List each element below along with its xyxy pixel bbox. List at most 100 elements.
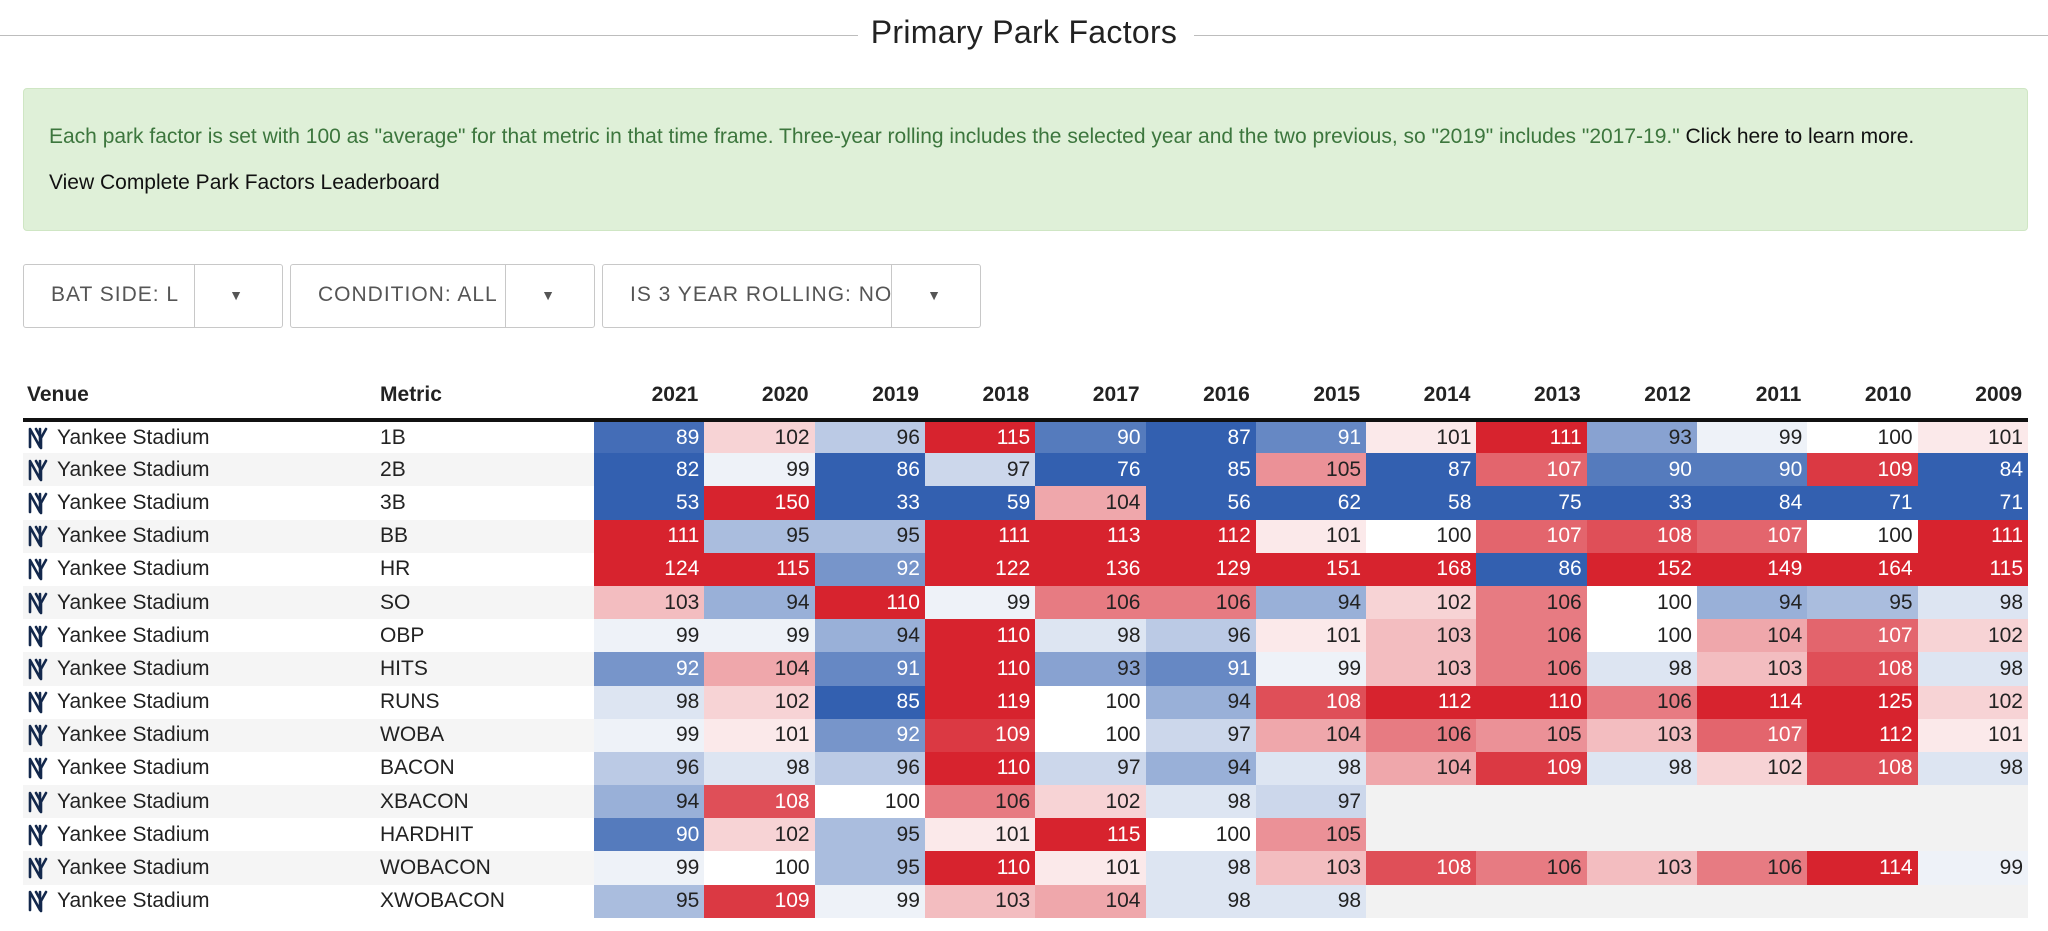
park-factor-cell: 100 — [1035, 718, 1146, 752]
park-factor-cell: 151 — [1255, 552, 1367, 586]
venue-name: Yankee Stadium — [57, 490, 210, 514]
year-column-header[interactable]: 2017 — [1035, 372, 1146, 422]
empty-value-cell — [1586, 785, 1697, 819]
venue-name: Yankee Stadium — [57, 690, 210, 714]
venue-name: Yankee Stadium — [57, 822, 210, 846]
leaderboard-link[interactable]: View Complete Park Factors Leaderboard — [49, 171, 440, 194]
park-factor-cell: 102 — [1696, 751, 1808, 786]
park-factor-cell: 100 — [1366, 519, 1477, 553]
park-factor-cell: 99 — [704, 453, 815, 487]
year-column-header[interactable]: 2011 — [1696, 372, 1808, 422]
park-factor-cell: 119 — [924, 685, 1036, 719]
park-factor-cell: 101 — [1917, 420, 2028, 454]
park-factor-cell: 87 — [1366, 453, 1477, 487]
year-column-header[interactable]: 2010 — [1807, 372, 1918, 422]
park-factor-cell: 56 — [1145, 486, 1256, 520]
ny-yankees-logo-icon — [25, 755, 51, 781]
table-row: Yankee Stadium BB 111 95 95 111 113 112 101 100 10… — [23, 519, 2028, 553]
venue-cell: Yankee Stadium — [23, 652, 377, 686]
empty-value-cell — [1366, 818, 1477, 852]
venue-cell: Yankee Stadium — [23, 818, 376, 851]
rolling-dropdown[interactable]: IS 3 YEAR ROLLING: NO ▼ — [602, 264, 981, 328]
metric-cell: XWOBACON — [380, 889, 505, 913]
park-factor-cell: 96 — [814, 751, 925, 786]
park-factor-cell: 115 — [924, 420, 1036, 454]
park-factor-cell: 95 — [814, 519, 925, 553]
park-factor-cell: 107 — [1476, 519, 1587, 553]
caret-down-icon[interactable]: ▼ — [541, 287, 555, 303]
year-column-header[interactable]: 2018 — [924, 372, 1036, 422]
learn-more-link[interactable]: Click here to learn more. — [1685, 125, 1915, 148]
venue-column-header[interactable]: Venue — [23, 372, 377, 422]
park-factor-cell: 33 — [1586, 486, 1697, 520]
year-column-header[interactable]: 2021 — [594, 372, 705, 422]
year-column-header[interactable]: 2014 — [1366, 372, 1477, 422]
park-factor-cell: 95 — [1807, 585, 1918, 620]
venue-cell: Yankee Stadium — [23, 486, 376, 519]
park-factor-cell: 101 — [1255, 619, 1367, 653]
ny-yankees-logo-icon — [25, 888, 51, 914]
venue-cell: Yankee Stadium — [23, 885, 376, 918]
park-factor-cell: 114 — [1807, 851, 1918, 885]
venue-name: Yankee Stadium — [57, 789, 210, 813]
park-factor-cell: 94 — [814, 619, 925, 653]
park-factor-cell: 100 — [1807, 519, 1918, 553]
park-factor-cell: 110 — [924, 652, 1036, 686]
dropdown-divider — [891, 265, 892, 327]
venue-name: Yankee Stadium — [57, 425, 210, 449]
year-column-header[interactable]: 2019 — [814, 372, 925, 422]
empty-value-cell — [1696, 785, 1808, 819]
park-factor-cell: 103 — [1255, 851, 1367, 885]
park-factor-cell: 101 — [1917, 718, 2028, 752]
condition-dropdown[interactable]: CONDITION: ALL ▼ — [290, 264, 595, 328]
info-notice: Each park factor is set with 100 as "ave… — [23, 88, 2028, 231]
year-column-header[interactable]: 2016 — [1145, 372, 1256, 422]
empty-value-cell — [1917, 785, 2028, 819]
metric-cell: SO — [376, 585, 595, 620]
ny-yankees-logo-icon — [25, 457, 51, 483]
park-factor-cell: 90 — [1586, 453, 1697, 487]
year-column-header[interactable]: 2009 — [1917, 372, 2028, 422]
empty-value-cell — [1917, 818, 2028, 852]
table-row: Yankee Stadium SO 103 94 110 99 106 106 94 102 106… — [23, 585, 2028, 620]
park-factor-cell: 53 — [594, 486, 705, 520]
year-column-header[interactable]: 2013 — [1476, 372, 1587, 422]
metric-cell: XBACON — [376, 785, 595, 819]
year-column-header[interactable]: 2012 — [1586, 372, 1697, 422]
park-factor-cell: 97 — [1255, 785, 1367, 819]
year-column-header[interactable]: 2020 — [704, 372, 815, 422]
park-factor-cell: 104 — [1035, 884, 1146, 918]
park-factor-cell: 94 — [1255, 585, 1367, 620]
park-factor-cell: 98 — [1145, 851, 1256, 885]
metric-cell: 2B — [376, 453, 595, 487]
park-factor-cell: 106 — [1696, 851, 1808, 885]
park-factor-cell: 98 — [1255, 884, 1367, 918]
park-factor-cell: 100 — [1035, 685, 1146, 719]
metric-column-header[interactable]: Metric — [376, 372, 595, 422]
park-factor-cell: 111 — [594, 519, 705, 553]
metric-cell: BACON — [380, 756, 455, 780]
park-factor-cell: 105 — [1255, 453, 1367, 487]
park-factor-cell: 109 — [924, 718, 1036, 752]
park-factor-cell: 111 — [1917, 519, 2028, 553]
metric-cell: WOBACON — [376, 851, 595, 885]
park-factor-cell: 106 — [1366, 718, 1477, 752]
venue-cell: Yankee Stadium — [23, 453, 377, 487]
metric-cell: HITS — [376, 652, 595, 686]
park-factor-cell: 112 — [1807, 718, 1918, 752]
ny-yankees-logo-icon — [25, 689, 51, 715]
caret-down-icon[interactable]: ▼ — [927, 287, 941, 303]
park-factor-cell: 101 — [1366, 420, 1477, 454]
park-factor-cell: 168 — [1366, 552, 1477, 586]
bat-side-dropdown[interactable]: BAT SIDE: L ▼ — [23, 264, 283, 328]
park-factor-cell: 98 — [1917, 585, 2028, 620]
park-factor-cell: 100 — [704, 851, 815, 885]
venue-name: Yankee Stadium — [57, 557, 210, 581]
empty-value-cell — [1476, 818, 1587, 852]
caret-down-icon[interactable]: ▼ — [229, 287, 243, 303]
park-factor-cell: 99 — [1255, 652, 1367, 686]
venue-name: Yankee Stadium — [57, 889, 210, 913]
table-row: Yankee Stadium 2B 82 99 86 97 76 85 105 87 107 90 90… — [23, 453, 2028, 487]
park-factor-cell: 104 — [1255, 718, 1367, 752]
year-column-header[interactable]: 2015 — [1255, 372, 1367, 422]
